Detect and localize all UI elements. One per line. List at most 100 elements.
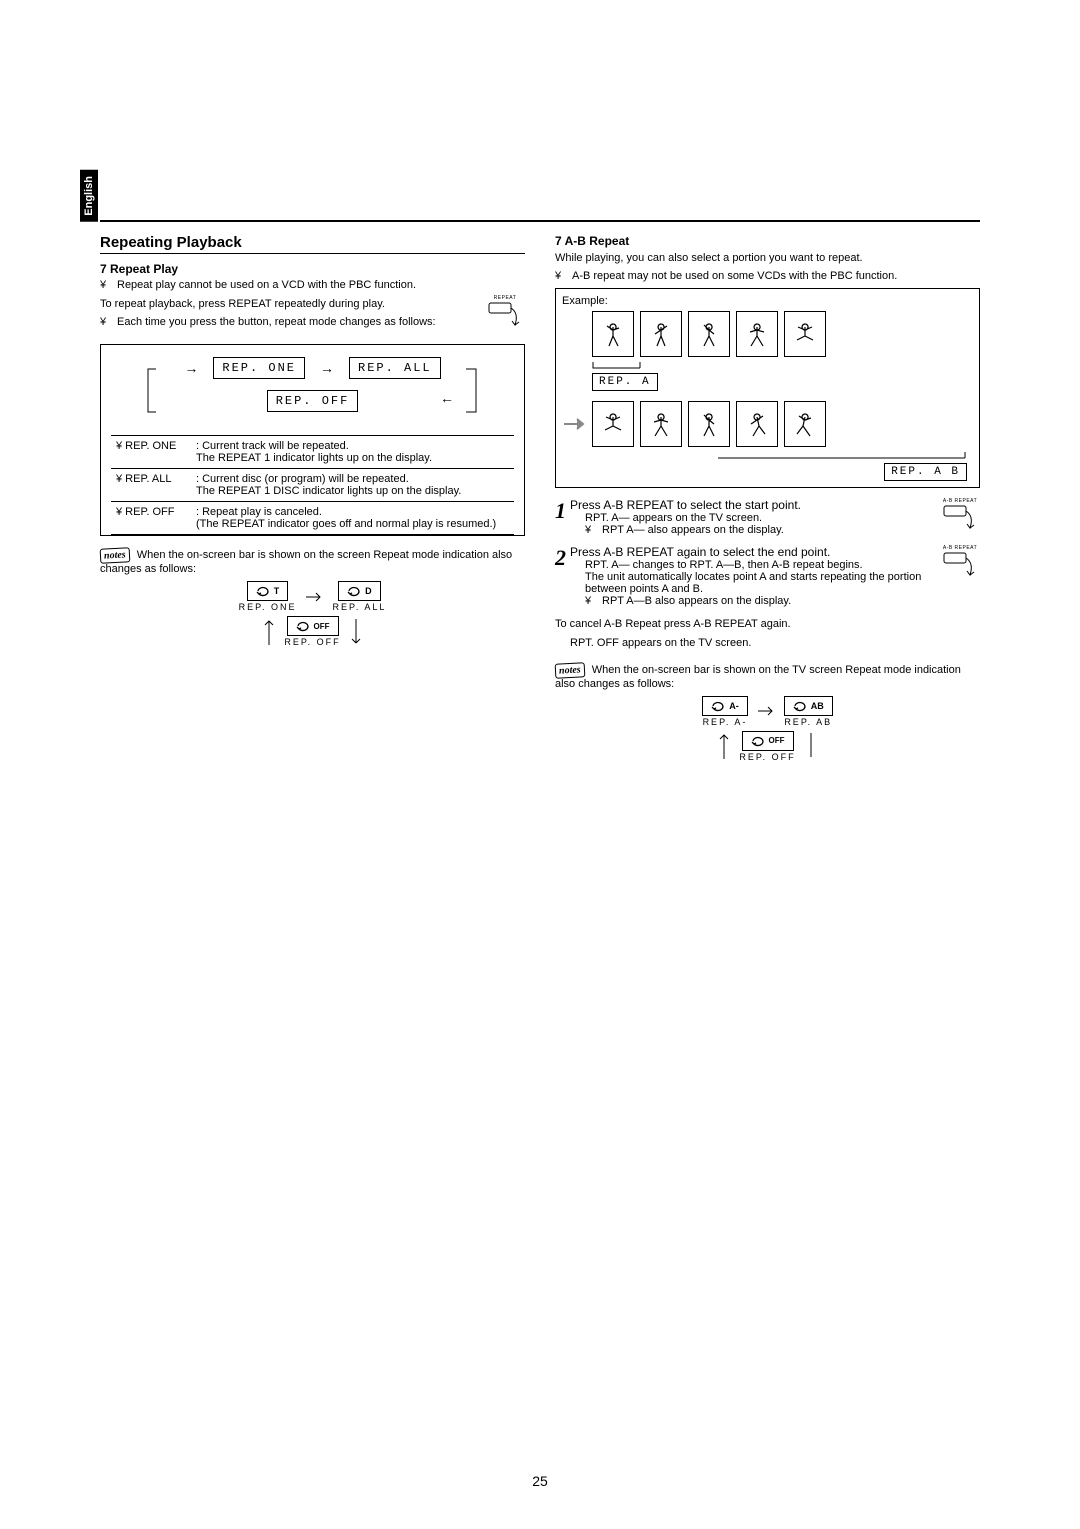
notes-icon: notes xyxy=(555,662,585,679)
section-title: Repeating Playback xyxy=(100,234,525,251)
cycle-all: REP. ALL xyxy=(349,357,441,379)
note-block: notes When the on-screen bar is shown on… xyxy=(100,548,525,575)
ab-repeat-button-icon: A-B REPEAT xyxy=(940,498,980,537)
dancer-icon xyxy=(640,401,682,447)
example-label: Example: xyxy=(562,295,973,307)
step1-line1: RPT. A— appears on the TV screen. xyxy=(585,512,940,524)
sub-off: OFF xyxy=(769,736,785,745)
flow-all: D REP. ALL xyxy=(332,581,386,612)
rep-ab-label: REP. A B xyxy=(884,463,967,481)
table-row: ¥ REP. OFF : Repeat play is canceled. (T… xyxy=(111,502,514,535)
dancer-icon xyxy=(784,401,826,447)
flow-label: REP. OFF xyxy=(284,637,340,647)
dancer-icon xyxy=(736,401,778,447)
right-column: 7 A-B Repeat While playing, you can also… xyxy=(555,234,980,768)
step2-line2: The unit automatically locates point A a… xyxy=(585,571,940,595)
arrow-icon: → xyxy=(184,360,198,376)
dancer-icon xyxy=(688,311,730,357)
repeat-play-heading: 7 Repeat Play xyxy=(100,262,525,276)
bullet-symbol: ¥ xyxy=(100,279,112,291)
flow-label: REP. A- xyxy=(703,717,748,727)
repeat-flow-diagram: T REP. ONE D REP. ALL OFF REP. OFF xyxy=(193,581,433,647)
cancel-heading: To cancel A-B Repeat press A-B REPEAT ag… xyxy=(555,617,980,632)
table-row: ¥ REP. ALL : Current disc (or program) w… xyxy=(111,469,514,502)
sub-a: A- xyxy=(729,701,739,711)
dancer-icon xyxy=(784,311,826,357)
left-column: Repeating Playback 7 Repeat Play ¥ Repea… xyxy=(100,234,525,768)
step-1: 1 Press A-B REPEAT to select the start p… xyxy=(555,498,980,537)
bullet-symbol: ¥ xyxy=(585,595,597,607)
bullet-symbol: ¥ xyxy=(585,524,597,536)
sub-ab: AB xyxy=(811,701,824,711)
flow-label: REP. ONE xyxy=(239,602,297,612)
notes-icon: notes xyxy=(100,547,130,564)
flow-label: REP. OFF xyxy=(739,752,795,762)
ab-intro: While playing, you can also select a por… xyxy=(555,251,980,266)
remote-svg xyxy=(485,301,525,331)
bullet-symbol: ¥ xyxy=(555,270,567,282)
page-number: 25 xyxy=(0,1473,1080,1489)
flow-a: A- REP. A- xyxy=(702,696,748,727)
arrow-icon: ← xyxy=(440,390,454,406)
flow-off: OFF REP. OFF xyxy=(284,616,340,647)
repeat-mode-table: ¥ REP. ONE : Current track will be repea… xyxy=(111,435,514,535)
section-rule xyxy=(100,253,525,254)
loop-icon xyxy=(347,584,363,598)
bullet-symbol: ¥ xyxy=(100,316,112,328)
cycle-one: REP. ONE xyxy=(213,357,305,379)
step-2: 2 Press A-B REPEAT again to select the e… xyxy=(555,545,980,607)
step-number: 1 xyxy=(555,498,566,524)
flow-label: REP. ALL xyxy=(332,602,386,612)
bracket-a: REP. A xyxy=(592,361,973,391)
step1-main: Press A-B REPEAT to select the start poi… xyxy=(570,498,940,512)
cell-val: : Current disc (or program) will be repe… xyxy=(191,469,514,502)
cycle-arrow-right xyxy=(464,367,484,417)
cell-val: : Repeat play is canceled. (The REPEAT i… xyxy=(191,502,514,535)
ab-bullet: ¥ A-B repeat may not be used on some VCD… xyxy=(555,270,980,282)
vert-arrow-icon xyxy=(349,617,363,647)
note2-text: When the on-screen bar is shown on the T… xyxy=(555,664,961,690)
cell-key: ¥ REP. ALL xyxy=(111,469,191,502)
cycle-off: REP. OFF xyxy=(267,390,359,412)
ab-repeat-heading: 7 A-B Repeat xyxy=(555,234,980,248)
sub-d: D xyxy=(365,586,372,596)
loop-icon xyxy=(711,699,727,713)
flow-one: T REP. ONE xyxy=(239,581,297,612)
vert-arrow-icon xyxy=(717,731,731,761)
repeat-button-icon: REPEAT xyxy=(485,295,525,334)
dancer-row-top xyxy=(592,311,973,357)
step-number: 2 xyxy=(555,545,566,571)
dancer-row-bottom xyxy=(562,401,973,447)
step2-line1: RPT. A— changes to RPT. A—B, then A-B re… xyxy=(585,559,940,571)
bracket-ab: REP. A B xyxy=(562,451,967,481)
cell-key: ¥ REP. ONE xyxy=(111,436,191,469)
arrow-icon xyxy=(304,591,324,603)
table-row: ¥ REP. ONE : Current track will be repea… xyxy=(111,436,514,469)
ab-repeat-button-icon: A-B REPEAT xyxy=(940,545,980,584)
cell-key: ¥ REP. OFF xyxy=(111,502,191,535)
content-columns: Repeating Playback 7 Repeat Play ¥ Repea… xyxy=(100,234,980,768)
sub-off: OFF xyxy=(314,622,330,631)
bullet-pbc: ¥ Repeat play cannot be used on a VCD wi… xyxy=(100,279,525,291)
example-box: Example: REP. A R xyxy=(555,288,980,488)
step1-line2: RPT A— also appears on the display. xyxy=(602,524,784,536)
bullet-text: Repeat play cannot be used on a VCD with… xyxy=(117,279,416,291)
dancer-icon xyxy=(736,311,778,357)
loop-icon xyxy=(256,584,272,598)
cancel-line: RPT. OFF appears on the TV screen. xyxy=(570,636,980,651)
top-rule xyxy=(100,220,980,222)
language-tab: English xyxy=(80,170,98,222)
dancer-icon xyxy=(592,401,634,447)
sub-t: T xyxy=(274,586,280,596)
loop-icon xyxy=(296,619,312,633)
vert-arrow-icon xyxy=(262,617,276,647)
note-block-2: notes When the on-screen bar is shown on… xyxy=(555,663,980,690)
bullet-each-time: ¥ Each time you press the button, repeat… xyxy=(100,316,479,328)
ab-flow-diagram: A- REP. A- AB REP. AB OFF REP. OFF xyxy=(648,696,888,762)
dancer-icon xyxy=(640,311,682,357)
rep-a-label: REP. A xyxy=(592,373,658,391)
arrow-icon: → xyxy=(320,360,334,376)
note-text: When the on-screen bar is shown on the s… xyxy=(100,549,512,575)
vert-arrow-icon xyxy=(804,731,818,761)
to-repeat-text: To repeat playback, press REPEAT repeate… xyxy=(100,297,479,312)
